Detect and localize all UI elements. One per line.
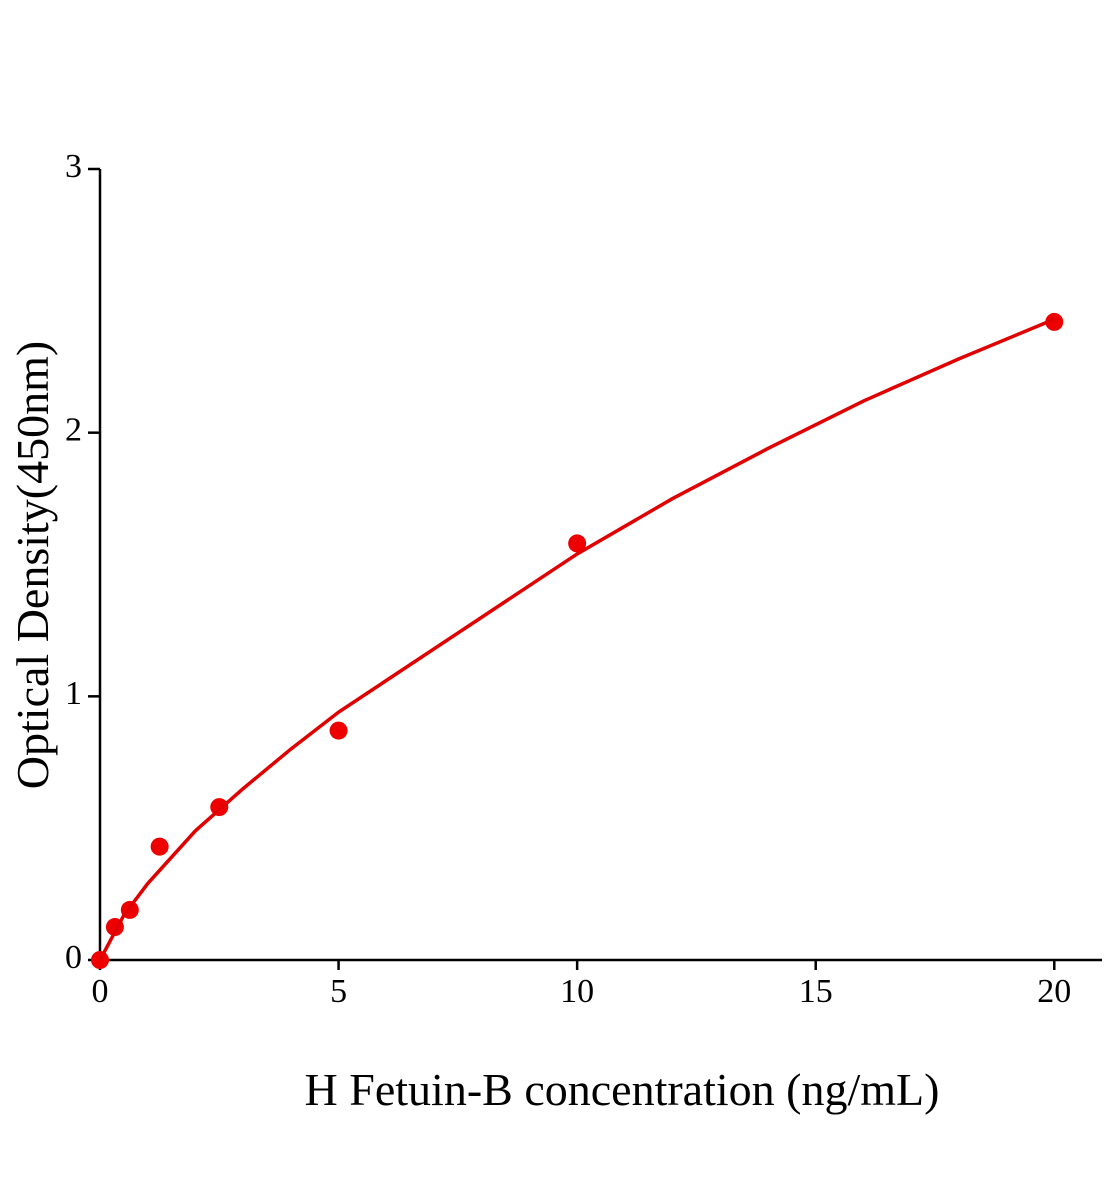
y-tick-label: 1 — [65, 675, 82, 712]
x-tick-label: 10 — [560, 973, 594, 1010]
data-point — [150, 837, 169, 856]
data-point — [1045, 312, 1064, 331]
x-tick-label: 15 — [799, 973, 833, 1010]
x-axis-title: H Fetuin-B concentration (ng/mL) — [305, 1064, 940, 1115]
fit-curve — [98, 317, 1055, 961]
y-axis-title: Optical Density(450nm) — [7, 341, 58, 789]
data-point — [568, 534, 587, 553]
x-tick-label: 20 — [1037, 973, 1071, 1010]
x-tick-label: 0 — [92, 973, 109, 1010]
x-tick-label: 5 — [330, 973, 347, 1010]
y-tick-label: 2 — [65, 411, 82, 448]
y-tick-label: 3 — [65, 148, 82, 185]
y-tick-label: 0 — [65, 939, 82, 976]
data-point — [329, 721, 348, 740]
